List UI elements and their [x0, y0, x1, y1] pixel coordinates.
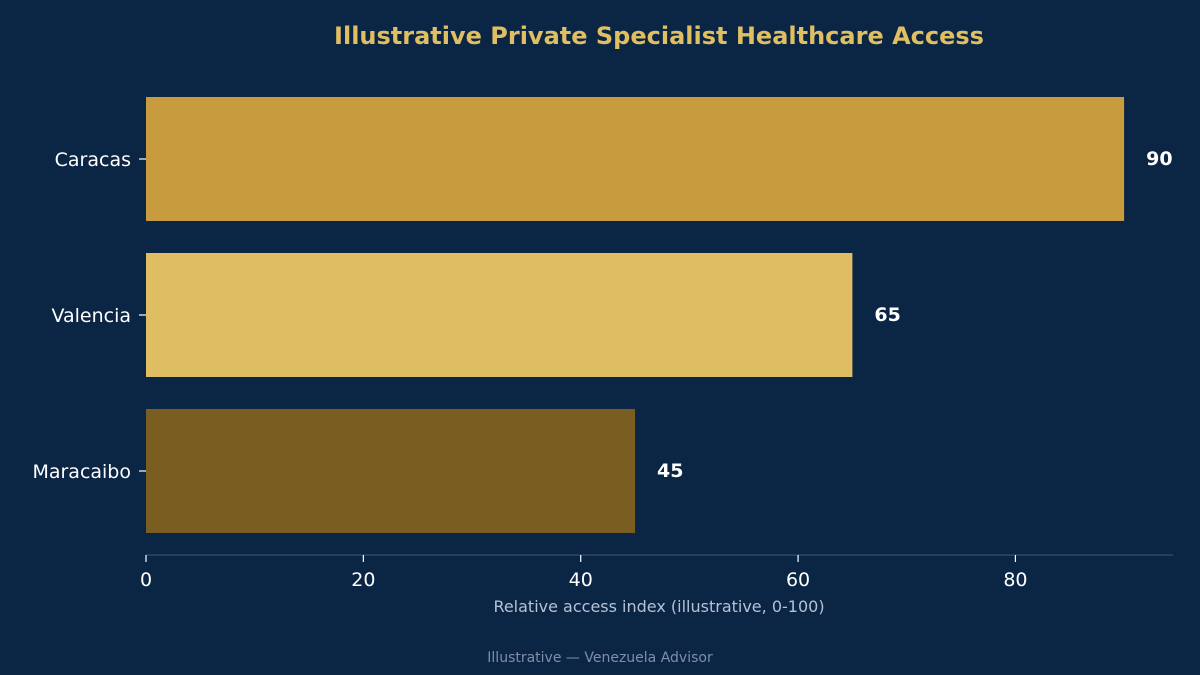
data-label-maracaibo: 45: [657, 460, 683, 482]
x-axis-label: Relative access index (illustrative, 0-1…: [493, 597, 824, 616]
y-axis-ticks: Caracas Valencia Maracaibo: [32, 149, 146, 483]
chart-title: Illustrative Private Specialist Healthca…: [334, 22, 984, 50]
y-tick-label-maracaibo: Maracaibo: [32, 461, 131, 483]
data-label-valencia: 65: [874, 304, 900, 326]
x-tick-label: 40: [569, 569, 593, 591]
bars-layer: 90 65 45: [146, 97, 1173, 533]
x-tick-label: 0: [140, 569, 152, 591]
y-tick-label-valencia: Valencia: [51, 305, 131, 327]
footer-credit: Illustrative — Venezuela Advisor: [487, 650, 713, 666]
bar-valencia: [146, 253, 853, 377]
bar-maracaibo: [146, 409, 636, 533]
bar-caracas: [146, 97, 1125, 221]
y-tick-label-caracas: Caracas: [55, 149, 131, 171]
x-tick-label: 60: [786, 569, 810, 591]
x-tick-label: 20: [351, 569, 375, 591]
data-label-caracas: 90: [1146, 148, 1172, 170]
x-axis-ticks: 0 20 40 60 80: [140, 555, 1028, 591]
x-tick-label: 80: [1003, 569, 1027, 591]
